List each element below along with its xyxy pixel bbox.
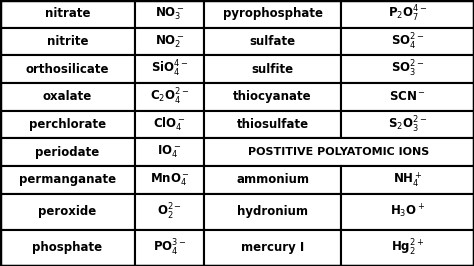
Text: O$_2^{2-}$: O$_2^{2-}$ xyxy=(157,202,182,222)
Bar xyxy=(135,138,204,166)
Text: C$_2$O$_4^{2-}$: C$_2$O$_4^{2-}$ xyxy=(150,87,189,107)
Text: PO$_4^{3-}$: PO$_4^{3-}$ xyxy=(153,238,186,258)
Bar xyxy=(341,83,474,111)
Bar xyxy=(204,0,341,28)
Text: SCN$^-$: SCN$^-$ xyxy=(389,90,426,103)
Text: permanganate: permanganate xyxy=(19,173,116,186)
Text: periodate: periodate xyxy=(36,146,100,159)
Text: phosphate: phosphate xyxy=(33,242,102,254)
Bar xyxy=(341,194,474,230)
Text: thiocyanate: thiocyanate xyxy=(233,90,312,103)
Bar xyxy=(0,83,135,111)
Bar xyxy=(204,230,341,266)
Text: orthosilicate: orthosilicate xyxy=(26,63,109,76)
Text: S$_2$O$_3^{2-}$: S$_2$O$_3^{2-}$ xyxy=(388,114,427,135)
Bar xyxy=(135,28,204,55)
Bar xyxy=(0,138,135,166)
Text: NO$_3^-$: NO$_3^-$ xyxy=(155,6,184,22)
Bar xyxy=(135,55,204,83)
Text: NH$_4^+$: NH$_4^+$ xyxy=(393,171,422,189)
Text: sulfite: sulfite xyxy=(252,63,293,76)
Text: mercury I: mercury I xyxy=(241,242,304,254)
Text: perchlorate: perchlorate xyxy=(29,118,106,131)
Bar xyxy=(341,55,474,83)
Text: IO$_4^-$: IO$_4^-$ xyxy=(157,144,182,160)
Bar xyxy=(204,55,341,83)
Bar xyxy=(0,28,135,55)
Bar xyxy=(204,194,341,230)
Bar xyxy=(0,0,135,28)
Text: POSTITIVE POLYATOMIC IONS: POSTITIVE POLYATOMIC IONS xyxy=(248,147,429,157)
Bar xyxy=(341,0,474,28)
Bar xyxy=(341,111,474,138)
Bar xyxy=(204,166,341,194)
Text: nitrite: nitrite xyxy=(47,35,88,48)
Text: ammonium: ammonium xyxy=(236,173,309,186)
Bar xyxy=(135,194,204,230)
Bar xyxy=(204,83,341,111)
Text: NO$_2^-$: NO$_2^-$ xyxy=(155,33,184,50)
Bar xyxy=(0,230,135,266)
Text: thiosulfate: thiosulfate xyxy=(237,118,309,131)
Text: P$_2$O$_7^{4-}$: P$_2$O$_7^{4-}$ xyxy=(388,4,427,24)
Bar xyxy=(204,28,341,55)
Bar xyxy=(135,230,204,266)
Text: ClO$_4^-$: ClO$_4^-$ xyxy=(153,116,186,133)
Bar xyxy=(135,111,204,138)
Text: sulfate: sulfate xyxy=(249,35,296,48)
Text: SO$_4^{2-}$: SO$_4^{2-}$ xyxy=(391,31,424,52)
Bar xyxy=(0,55,135,83)
Bar xyxy=(0,166,135,194)
Bar xyxy=(341,28,474,55)
Bar xyxy=(135,0,204,28)
Bar xyxy=(135,166,204,194)
Text: SO$_3^{2-}$: SO$_3^{2-}$ xyxy=(391,59,424,79)
Text: H$_3$O$^+$: H$_3$O$^+$ xyxy=(390,203,425,221)
Text: nitrate: nitrate xyxy=(45,7,90,20)
Text: pyrophosphate: pyrophosphate xyxy=(223,7,322,20)
Bar xyxy=(135,83,204,111)
Bar xyxy=(341,230,474,266)
Text: MnO$_4^-$: MnO$_4^-$ xyxy=(149,172,190,188)
Text: hydronium: hydronium xyxy=(237,205,308,218)
Text: oxalate: oxalate xyxy=(43,90,92,103)
Bar xyxy=(204,111,341,138)
Bar xyxy=(0,111,135,138)
Text: Hg$_2^{2+}$: Hg$_2^{2+}$ xyxy=(391,238,424,258)
Text: peroxide: peroxide xyxy=(38,205,97,218)
Text: SiO$_4^{4-}$: SiO$_4^{4-}$ xyxy=(151,59,188,79)
Bar xyxy=(341,166,474,194)
Bar xyxy=(204,138,474,166)
Bar xyxy=(0,194,135,230)
